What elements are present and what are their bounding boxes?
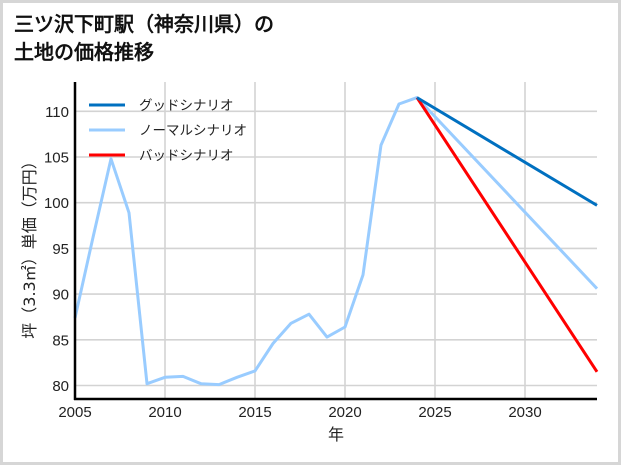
series-line-0 — [416, 96, 598, 207]
legend-label: ノーマルシナリオ — [139, 123, 247, 139]
legend-label: グッドシナリオ — [139, 98, 234, 114]
chart-title-line1: 三ツ沢下町駅（神奈川県）の — [14, 12, 274, 36]
x-tick-label: 2020 — [328, 404, 361, 421]
series-lines — [73, 96, 599, 387]
x-axis-label: 年 — [328, 425, 344, 444]
x-tick-label: 2015 — [238, 404, 271, 421]
y-tick-label: 95 — [52, 241, 69, 258]
x-tick-label: 2025 — [418, 404, 451, 421]
y-tick-label: 105 — [44, 150, 69, 167]
legend-label: バッドシナリオ — [139, 148, 234, 164]
x-tick-label: 2030 — [508, 404, 541, 421]
y-tick-labels: 80 85 90 95 100 105 110 — [44, 104, 69, 395]
x-tick-label: 2010 — [148, 404, 181, 421]
y-tick-label: 110 — [45, 104, 69, 121]
chart-title: 三ツ沢下町駅（神奈川県）の 土地の価格推移 — [14, 10, 274, 66]
series-line-1 — [73, 96, 599, 387]
chart-title-line2: 土地の価格推移 — [14, 40, 154, 64]
x-tick-labels: 2005 2010 2015 2020 2025 2030 — [58, 404, 541, 421]
y-tick-label: 100 — [44, 195, 69, 212]
series-line-2 — [415, 96, 599, 373]
x-tick-label: 2005 — [58, 404, 91, 421]
y-tick-label: 80 — [52, 378, 69, 395]
y-tick-label: 90 — [52, 287, 69, 304]
axes — [73, 82, 597, 401]
y-tick-label: 85 — [52, 332, 69, 349]
y-axis-label: 坪（3.3㎡）単価（万円） — [20, 153, 39, 338]
